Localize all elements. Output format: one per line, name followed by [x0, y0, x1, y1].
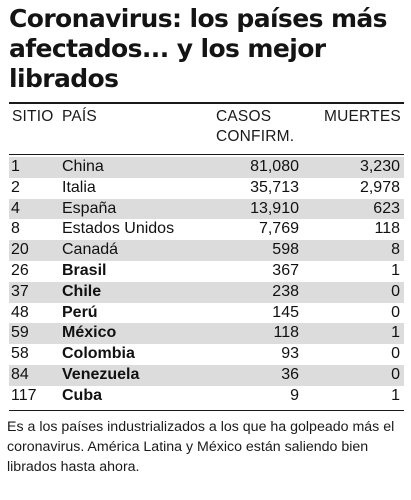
cell-muertes: 1	[391, 324, 400, 342]
table-row: 20 Canadá 598 8	[9, 240, 404, 261]
cell-muertes: 1	[391, 261, 400, 279]
cell-sitio: 2	[11, 178, 20, 196]
table-row: 1 China 81,080 3,230	[9, 157, 404, 178]
cell-pais: China	[62, 158, 104, 175]
header-casos-line1: CASOS	[216, 108, 272, 125]
cell-sitio: 20	[11, 241, 29, 259]
page-title: Coronavirus: los países más afectados...…	[9, 4, 388, 93]
cell-casos: 13,910	[250, 199, 299, 217]
table-row: 4 España 13,910 623	[9, 198, 404, 220]
cell-pais: España	[62, 199, 117, 217]
header-casos-line2: CONFIRM.	[216, 128, 295, 145]
cell-pais: Chile	[62, 282, 102, 300]
header-muertes: MUERTES	[324, 108, 401, 125]
cell-pais: Brasil	[62, 261, 107, 279]
cell-sitio: 1	[11, 158, 20, 175]
data-table-body: 1 China 81,080 3,230 2 Italia 35,713 2,9…	[9, 157, 404, 407]
header-bottom-rule	[9, 154, 404, 155]
cell-sitio: 48	[11, 303, 29, 321]
cell-pais: Italia	[62, 178, 96, 196]
cell-muertes: 0	[391, 282, 400, 300]
cell-casos: 238	[272, 282, 299, 300]
table-row: 48 Perú 145 0	[9, 303, 404, 324]
cell-muertes: 1	[391, 386, 400, 404]
cell-muertes: 8	[391, 241, 400, 259]
cell-casos: 598	[272, 241, 299, 259]
cell-pais: Estados Unidos	[62, 220, 175, 238]
cell-pais: Canadá	[62, 241, 119, 259]
cell-muertes: 3,230	[359, 158, 400, 175]
cell-sitio: 8	[11, 220, 20, 238]
cell-muertes: 0	[391, 365, 400, 383]
cell-casos: 118	[273, 324, 299, 342]
table-row: 37 Chile 238 0	[9, 281, 404, 303]
cell-sitio: 37	[11, 282, 29, 300]
cell-muertes: 2,978	[359, 178, 400, 196]
header-sitio: SITIO	[12, 108, 54, 125]
cell-sitio: 59	[11, 324, 29, 342]
cell-casos: 36	[281, 365, 299, 383]
cell-sitio: 84	[11, 365, 29, 383]
cell-sitio: 58	[11, 345, 29, 363]
table-row: 8 Estados Unidos 7,769 118	[9, 219, 404, 240]
header-pais: PAÍS	[62, 108, 97, 125]
table-bottom-rule	[9, 410, 404, 411]
cell-muertes: 0	[391, 345, 400, 363]
cell-casos: 93	[281, 345, 299, 363]
cell-muertes: 623	[373, 199, 400, 217]
table-row: 84 Venezuela 36 0	[9, 364, 404, 386]
cell-casos: 7,769	[258, 220, 299, 238]
cell-casos: 81,080	[250, 158, 299, 175]
header-top-rule	[9, 102, 404, 104]
cell-pais: Cuba	[62, 386, 102, 404]
table-row: 59 México 118 1	[9, 323, 404, 345]
cell-pais: México	[62, 324, 117, 342]
table-row: 117 Cuba 9 1	[9, 386, 404, 407]
table-row: 58 Colombia 93 0	[9, 344, 404, 365]
table-row: 26 Brasil 367 1	[9, 261, 404, 282]
footnote: Es a los países industrializados a los q…	[7, 419, 395, 475]
cell-casos: 367	[272, 261, 299, 279]
cell-sitio: 4	[11, 199, 20, 217]
cell-pais: Perú	[62, 303, 98, 321]
cell-casos: 9	[290, 386, 299, 404]
table-row: 2 Italia 35,713 2,978	[9, 178, 404, 199]
cell-sitio: 26	[11, 261, 29, 279]
header-casos: CASOS CONFIRM.	[216, 107, 294, 147]
cell-muertes: 0	[391, 303, 400, 321]
cell-pais: Colombia	[62, 345, 135, 363]
cell-sitio: 117	[11, 386, 37, 404]
cell-pais: Venezuela	[62, 365, 140, 383]
cell-muertes: 118	[374, 220, 400, 238]
cell-casos: 35,713	[250, 178, 299, 196]
cell-casos: 145	[272, 303, 299, 321]
